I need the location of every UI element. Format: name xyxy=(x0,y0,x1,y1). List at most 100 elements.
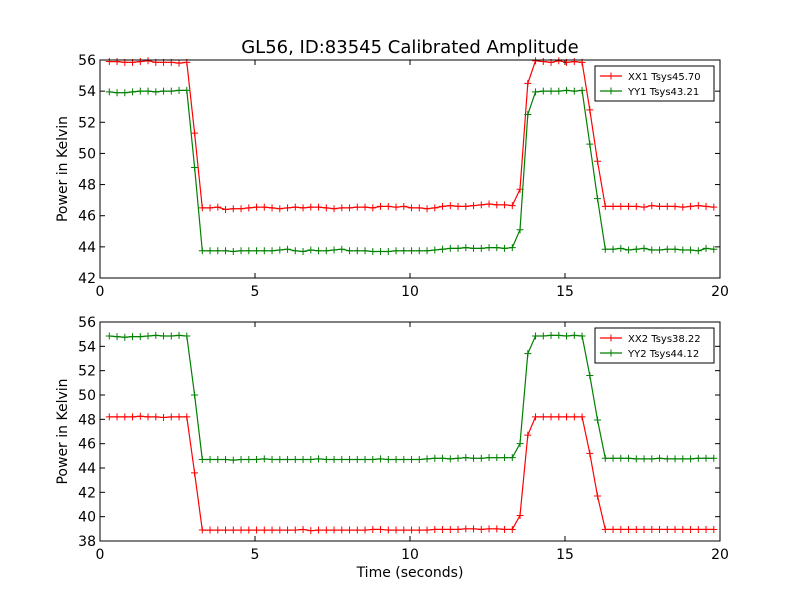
data-point xyxy=(338,526,346,534)
data-point xyxy=(129,333,137,341)
data-point xyxy=(113,89,121,97)
data-point xyxy=(260,247,268,255)
data-point xyxy=(625,246,633,254)
legend-label: YY2 Tsys44.12 xyxy=(627,349,699,360)
data-point xyxy=(144,87,152,95)
data-point xyxy=(656,525,664,533)
data-point xyxy=(532,88,540,96)
data-point xyxy=(330,246,338,254)
data-point xyxy=(307,455,315,463)
data-point xyxy=(439,202,447,210)
data-point xyxy=(291,247,299,255)
data-point xyxy=(322,526,330,534)
data-point xyxy=(260,526,268,534)
data-point xyxy=(485,454,493,462)
data-point xyxy=(501,525,509,533)
data-point xyxy=(284,526,292,534)
data-point xyxy=(229,456,237,464)
data-point xyxy=(679,525,687,533)
data-point xyxy=(369,455,377,463)
y-tick-label: 56 xyxy=(78,315,96,331)
data-point xyxy=(144,413,152,421)
data-point xyxy=(353,526,361,534)
y-axis-label: Power in Kelvin xyxy=(55,378,71,484)
data-point xyxy=(640,525,648,533)
data-point xyxy=(105,58,113,66)
data-point xyxy=(547,87,555,95)
data-point xyxy=(268,526,276,534)
data-point xyxy=(206,204,214,212)
data-point xyxy=(524,111,532,118)
x-tick-label: 10 xyxy=(401,547,419,563)
data-point xyxy=(532,57,540,65)
data-point xyxy=(260,455,268,463)
data-point xyxy=(617,202,625,210)
data-point xyxy=(694,247,702,255)
data-point xyxy=(392,526,400,534)
data-point xyxy=(508,454,516,462)
data-point xyxy=(609,525,617,533)
data-point xyxy=(632,455,640,463)
data-point xyxy=(710,525,718,533)
data-point xyxy=(687,455,695,463)
data-point xyxy=(253,203,261,211)
data-point xyxy=(245,247,253,255)
data-point xyxy=(671,245,679,253)
data-point xyxy=(470,454,478,462)
data-point xyxy=(563,332,571,340)
data-point xyxy=(276,526,284,534)
data-point xyxy=(563,86,571,94)
data-point xyxy=(570,58,578,66)
data-point xyxy=(663,455,671,463)
data-point xyxy=(136,412,144,420)
data-point xyxy=(508,202,516,210)
legend: XX2 Tsys38.22 YY2 Tsys44.12 xyxy=(594,327,715,364)
data-point xyxy=(369,525,377,533)
legend-marker xyxy=(607,72,615,80)
data-point xyxy=(493,201,501,209)
data-point xyxy=(121,333,129,341)
data-point xyxy=(439,525,447,533)
data-point xyxy=(578,413,586,421)
y-tick-label: 56 xyxy=(78,53,96,69)
data-point xyxy=(617,525,625,533)
data-point xyxy=(113,333,121,341)
data-point xyxy=(105,413,113,421)
data-point xyxy=(330,205,338,213)
data-point xyxy=(415,204,423,212)
data-point xyxy=(423,455,431,463)
data-point xyxy=(260,203,268,211)
data-point xyxy=(454,202,462,210)
data-point xyxy=(392,203,400,211)
data-point xyxy=(307,246,315,254)
data-point xyxy=(462,454,470,462)
data-point xyxy=(222,526,230,534)
data-point xyxy=(299,204,307,212)
data-point xyxy=(710,454,718,462)
data-point xyxy=(191,163,199,171)
data-point xyxy=(206,455,214,463)
data-point xyxy=(462,202,470,210)
data-point xyxy=(415,455,423,463)
data-point xyxy=(276,205,284,213)
data-point xyxy=(609,454,617,462)
y-tick-label: 54 xyxy=(78,84,96,100)
data-point xyxy=(129,413,137,421)
data-point xyxy=(113,413,121,421)
data-point xyxy=(446,525,454,533)
data-point xyxy=(167,413,175,421)
data-point xyxy=(160,87,168,95)
data-point xyxy=(121,89,129,97)
data-point xyxy=(625,454,633,462)
series-2-group xyxy=(105,331,718,464)
data-point xyxy=(570,87,578,95)
data-point xyxy=(152,331,160,339)
data-point xyxy=(601,454,609,462)
data-point xyxy=(214,526,222,534)
data-point xyxy=(121,413,129,421)
data-point xyxy=(439,245,447,253)
data-point xyxy=(524,79,532,87)
data-point xyxy=(408,526,416,534)
data-point xyxy=(299,455,307,463)
data-point xyxy=(299,248,307,256)
